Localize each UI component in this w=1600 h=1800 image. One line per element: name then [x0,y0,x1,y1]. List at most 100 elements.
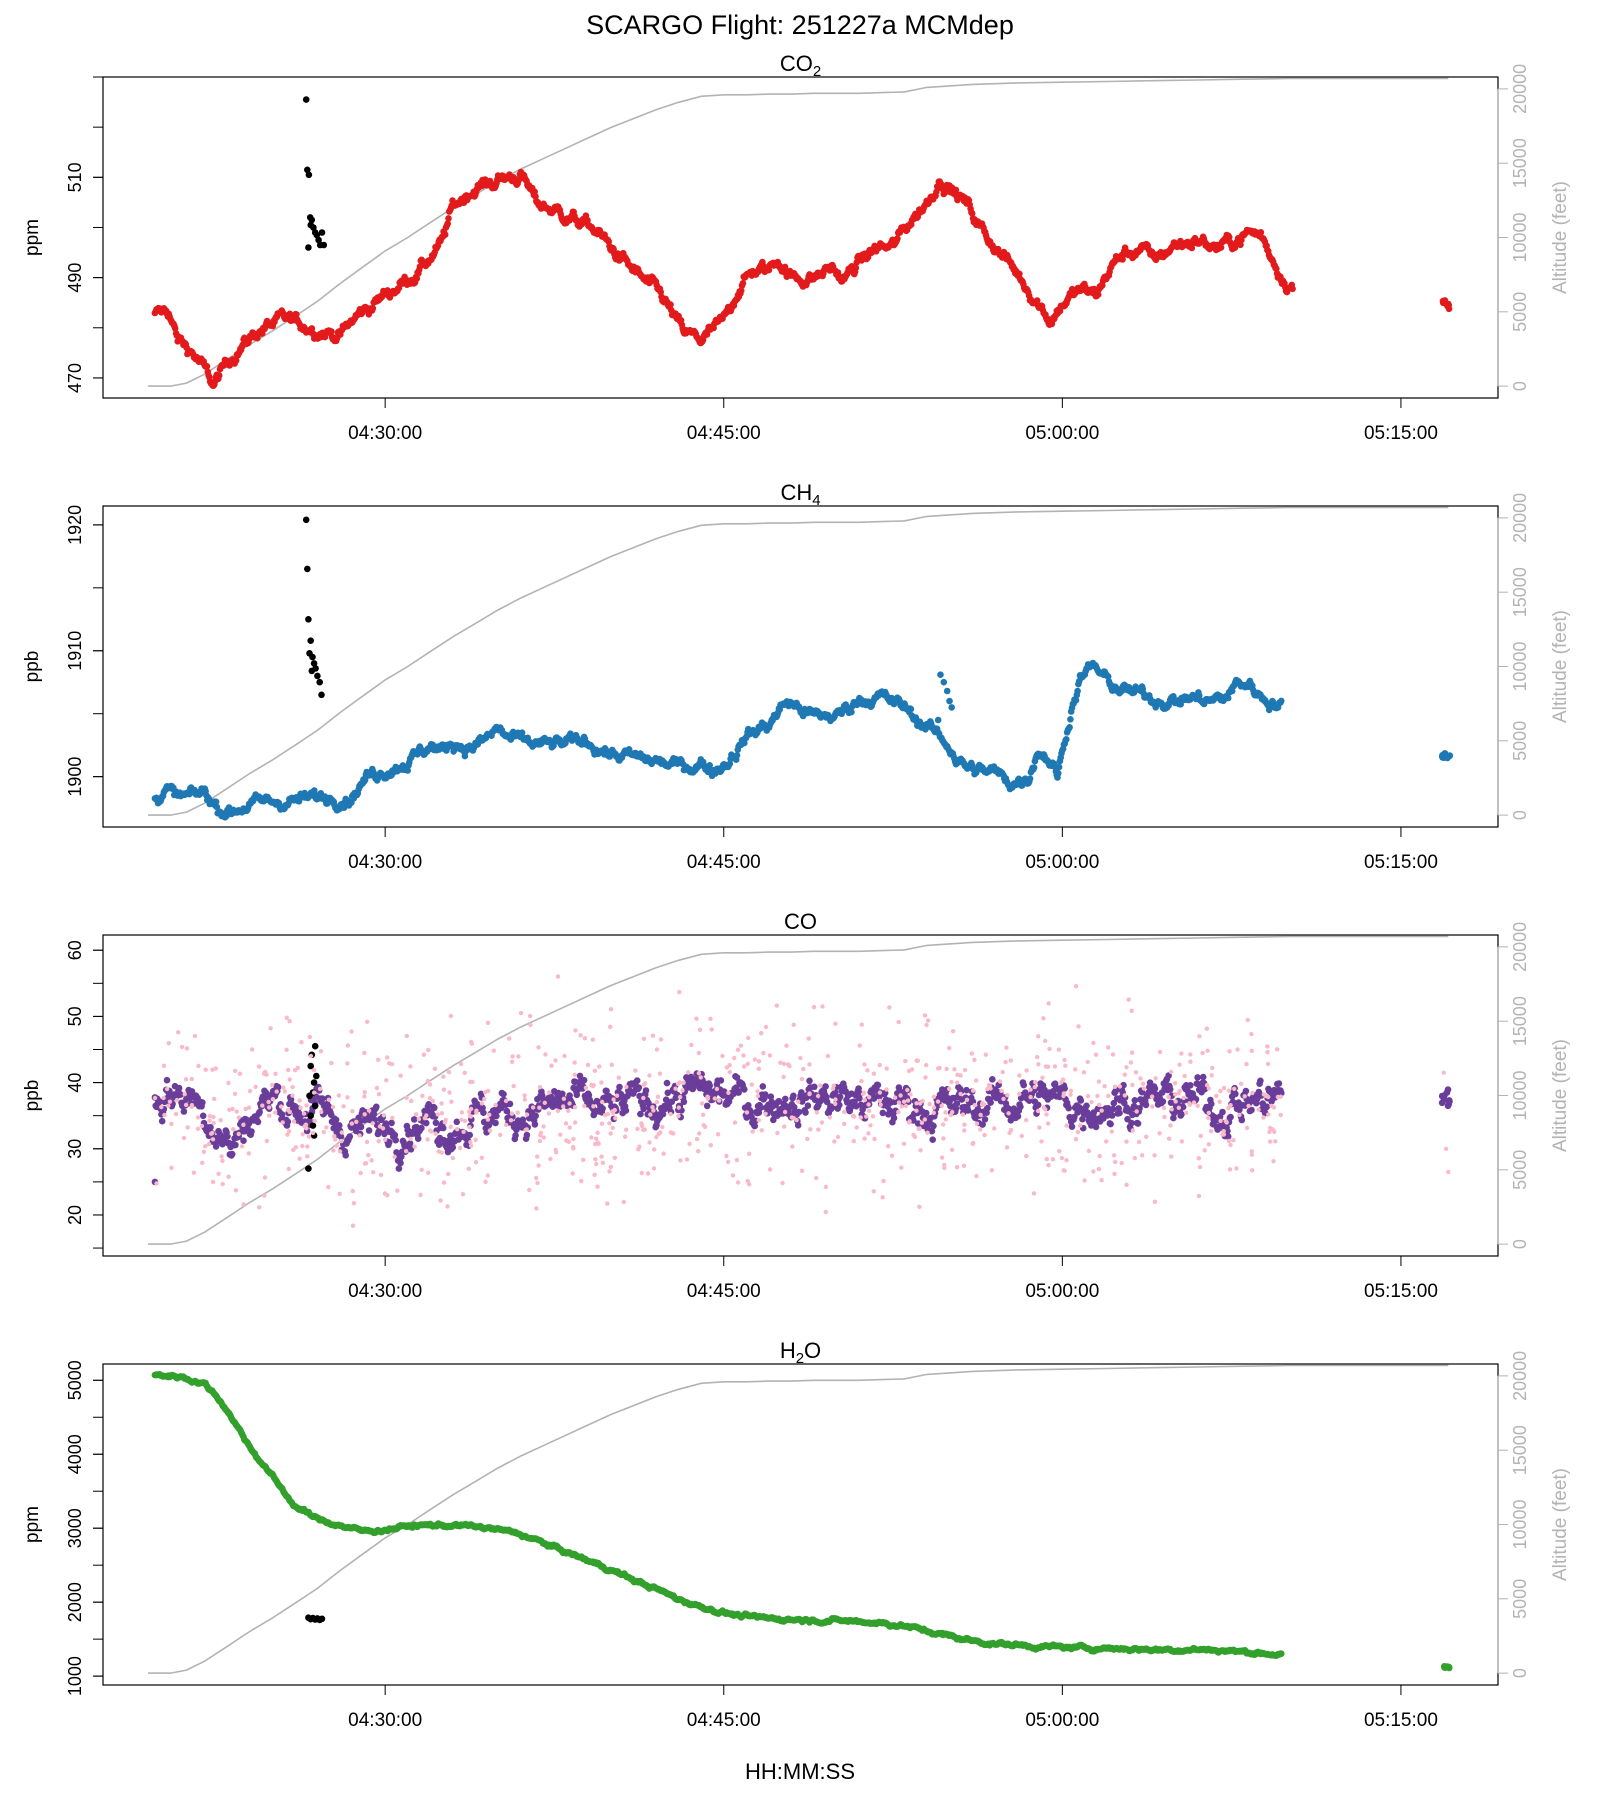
raw-point [1162,1114,1167,1120]
altitude-tick-label: 20000 [1510,64,1530,114]
raw-point [212,1096,217,1102]
raw-point [1188,1059,1193,1064]
raw-point [284,1015,289,1020]
raw-point [409,1098,414,1104]
raw-point [746,1035,751,1041]
x-tick-label: 04:30:00 [348,423,422,444]
raw-point [1204,1026,1210,1031]
raw-point [594,1161,599,1167]
raw-point [1168,1069,1174,1075]
data-point [203,363,211,370]
data-point [1151,1085,1159,1092]
raw-point [1062,1168,1067,1174]
raw-point [763,1024,769,1030]
raw-point [862,1097,868,1103]
raw-point [299,1040,304,1045]
raw-point [609,1109,615,1114]
data-point [968,210,976,217]
raw-point [903,1103,909,1109]
raw-point [241,1122,246,1128]
raw-point [1187,1101,1192,1106]
raw-point [312,1118,317,1124]
data-point [1083,1102,1090,1110]
raw-point [1261,1115,1266,1120]
raw-point [154,1181,159,1186]
raw-point [708,1016,713,1021]
raw-point [1157,1131,1162,1136]
raw-point [1063,1063,1068,1068]
raw-point [416,1116,422,1122]
flagged-point [320,241,328,249]
raw-point [605,1111,610,1117]
raw-point [535,1154,540,1159]
raw-point [311,1090,317,1095]
raw-point [1134,1109,1139,1114]
raw-point [270,1097,276,1102]
raw-point [305,1154,310,1159]
raw-point [220,1158,225,1164]
raw-point [266,1099,271,1105]
raw-point [1035,1054,1040,1060]
raw-point [1173,1092,1178,1097]
raw-point [483,1090,488,1095]
raw-point [944,1066,949,1072]
raw-point [1129,1050,1135,1055]
altitude-tick-label: 15000 [1510,567,1530,617]
data-point [1232,1090,1239,1098]
flagged-point [311,1042,319,1050]
raw-point [441,1180,447,1185]
data-point [890,1114,898,1122]
raw-point [978,1112,983,1118]
raw-point [595,1130,600,1136]
raw-point [546,1111,552,1116]
raw-point [189,1104,194,1110]
data-point [1067,716,1074,723]
raw-point [1184,1110,1189,1116]
raw-point [862,1136,867,1141]
data-point [171,325,179,332]
raw-point [899,1165,904,1170]
raw-point [508,1118,514,1123]
raw-point [1202,1148,1207,1153]
raw-point [1006,1111,1011,1116]
raw-point [210,1067,215,1072]
raw-point [595,1184,600,1189]
data-point [907,705,915,713]
raw-point [237,1071,243,1077]
raw-point [608,1164,614,1170]
data-point [284,1118,292,1125]
raw-point [582,1103,587,1109]
raw-point [1250,1090,1255,1096]
data-point [215,372,223,379]
raw-point [641,1082,647,1088]
raw-point [524,1127,529,1132]
raw-point [1237,1112,1242,1118]
data-point [1275,1080,1283,1087]
raw-point [1244,1061,1249,1067]
raw-point [510,1054,515,1059]
flagged-point [309,1122,317,1129]
data-point [1178,1111,1185,1118]
raw-point [398,1073,403,1078]
raw-point [445,1204,450,1209]
raw-point [390,1115,395,1121]
raw-point [432,1066,438,1072]
raw-point [572,1120,578,1125]
raw-point [1152,1199,1158,1205]
raw-point [350,1188,355,1194]
raw-point [1226,1105,1231,1111]
data-point [930,1122,937,1130]
raw-point [709,1027,714,1032]
altitude-tick-label: 5000 [1510,292,1530,332]
raw-point [332,1134,337,1139]
data-point [319,1095,326,1102]
raw-point [954,1165,960,1170]
raw-point [1245,1017,1251,1023]
raw-point [607,1121,612,1126]
raw-point [952,1067,957,1072]
raw-point [425,1137,430,1142]
raw-point [596,1141,601,1147]
raw-point [1104,1139,1109,1144]
data-point [1187,1082,1194,1089]
raw-point [362,1094,367,1099]
